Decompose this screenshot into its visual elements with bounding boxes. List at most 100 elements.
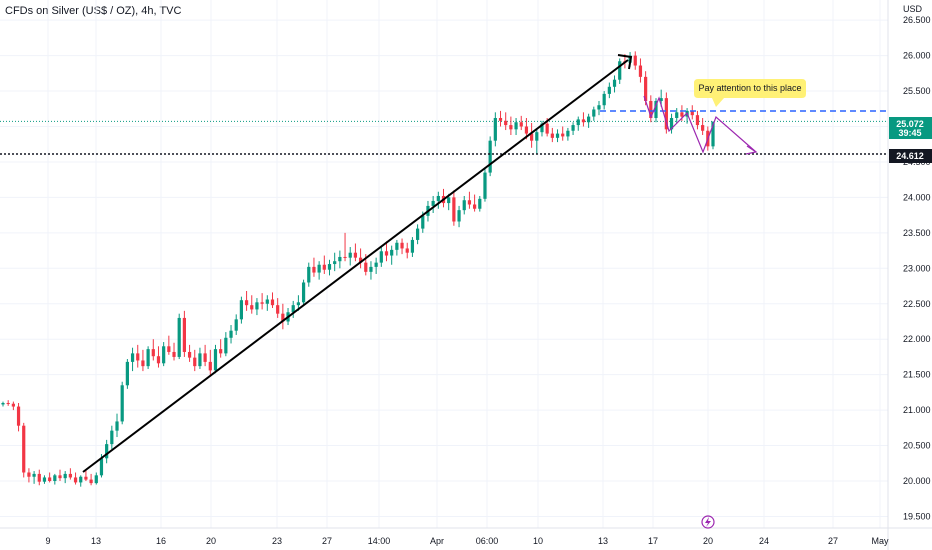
candle-body [581, 119, 586, 123]
level-price-value: 24.612 [896, 151, 924, 161]
candle-body [421, 215, 425, 229]
candle-body [535, 132, 539, 141]
y-tick-label: 26.000 [903, 51, 931, 61]
y-tick-label: 21.000 [903, 405, 931, 415]
candle-body [27, 472, 31, 477]
candle-body [301, 282, 306, 303]
candle-body [177, 317, 181, 357]
candle-body [504, 120, 508, 126]
bar-countdown: 39:45 [898, 128, 921, 138]
candle-body [343, 256, 347, 258]
candle-body [68, 473, 72, 478]
candle-body [203, 353, 207, 362]
x-tick-label: 10 [533, 536, 543, 546]
candle-body [187, 351, 192, 358]
candle-body [141, 360, 145, 367]
candle-body [472, 204, 477, 209]
candle-body [84, 476, 88, 480]
candle-body [612, 79, 617, 87]
candle-body [63, 473, 67, 479]
candle-body [250, 305, 254, 310]
candle-body [270, 299, 275, 306]
candle-body [374, 262, 378, 267]
candle-body [561, 133, 565, 137]
candle-body [198, 353, 202, 367]
candle-body [317, 264, 321, 273]
x-tick-label: May [871, 536, 889, 546]
candle-body [296, 302, 301, 306]
candle-body [509, 125, 513, 130]
y-tick-label: 23.500 [903, 228, 931, 238]
candle-body [644, 76, 648, 101]
candle-body [711, 121, 715, 147]
y-tick-label: 24.000 [903, 192, 931, 202]
candle-body [680, 112, 684, 117]
candle-body [555, 133, 560, 138]
candle-body [390, 249, 394, 256]
lightning-icon [705, 517, 711, 527]
annotation-callout [694, 79, 806, 107]
candle-body [602, 93, 606, 106]
candle-body [182, 317, 186, 352]
candle-body [276, 305, 280, 314]
candle-body [452, 197, 456, 222]
x-tick-label: 27 [322, 536, 332, 546]
x-tick-label: 23 [272, 536, 282, 546]
candle-body [576, 119, 580, 126]
candle-body [244, 300, 249, 306]
candle-body [146, 349, 150, 367]
candle-body [701, 125, 705, 131]
trendline [82, 59, 629, 473]
candle-body [151, 349, 155, 357]
candle-body [415, 228, 420, 240]
candle-body [540, 123, 544, 133]
candle-body [369, 266, 373, 272]
candle-body [94, 475, 98, 484]
candle-body [255, 302, 259, 310]
y-tick-label: 26.500 [903, 15, 931, 25]
candle-body [607, 86, 611, 94]
candle-body [664, 98, 668, 130]
candle-body [213, 349, 218, 371]
candle-body [115, 421, 119, 431]
candle-body [239, 300, 244, 320]
x-tick-label: 06:00 [476, 536, 499, 546]
candle-body [105, 444, 109, 459]
x-tick-label: 13 [598, 536, 608, 546]
candle-body [291, 305, 295, 313]
y-tick-label: 20.000 [903, 476, 931, 486]
x-tick-label: 16 [156, 536, 166, 546]
candle-body [436, 195, 440, 201]
candle-body [16, 406, 21, 426]
candle-body [229, 330, 233, 338]
candle-body [364, 262, 368, 272]
candle-body [467, 200, 472, 205]
candle-body [353, 252, 358, 258]
candle-body [550, 133, 554, 138]
candle-body [234, 319, 238, 331]
candle-body [130, 353, 135, 362]
candle-body [618, 61, 622, 80]
candle-body [478, 198, 482, 209]
candle-body [224, 337, 228, 354]
current-price-tag [889, 117, 932, 139]
candle-body [395, 242, 399, 250]
x-tick-label: 14:00 [368, 536, 391, 546]
candle-body [89, 479, 93, 484]
candle-body [690, 110, 694, 116]
x-tick-label: 27 [828, 536, 838, 546]
candle-body [110, 430, 114, 445]
candle-body [208, 361, 212, 371]
candle-body [493, 117, 497, 141]
x-tick-label: Apr [430, 536, 444, 546]
candle-body [48, 477, 52, 481]
candle-body [162, 346, 166, 364]
y-tick-label: 22.000 [903, 334, 931, 344]
projection-path [643, 95, 757, 154]
candle-body [167, 346, 171, 352]
level-price-tag [889, 149, 932, 163]
x-tick-label: 20 [703, 536, 713, 546]
candle-body [410, 239, 415, 253]
candle-body [156, 356, 161, 364]
